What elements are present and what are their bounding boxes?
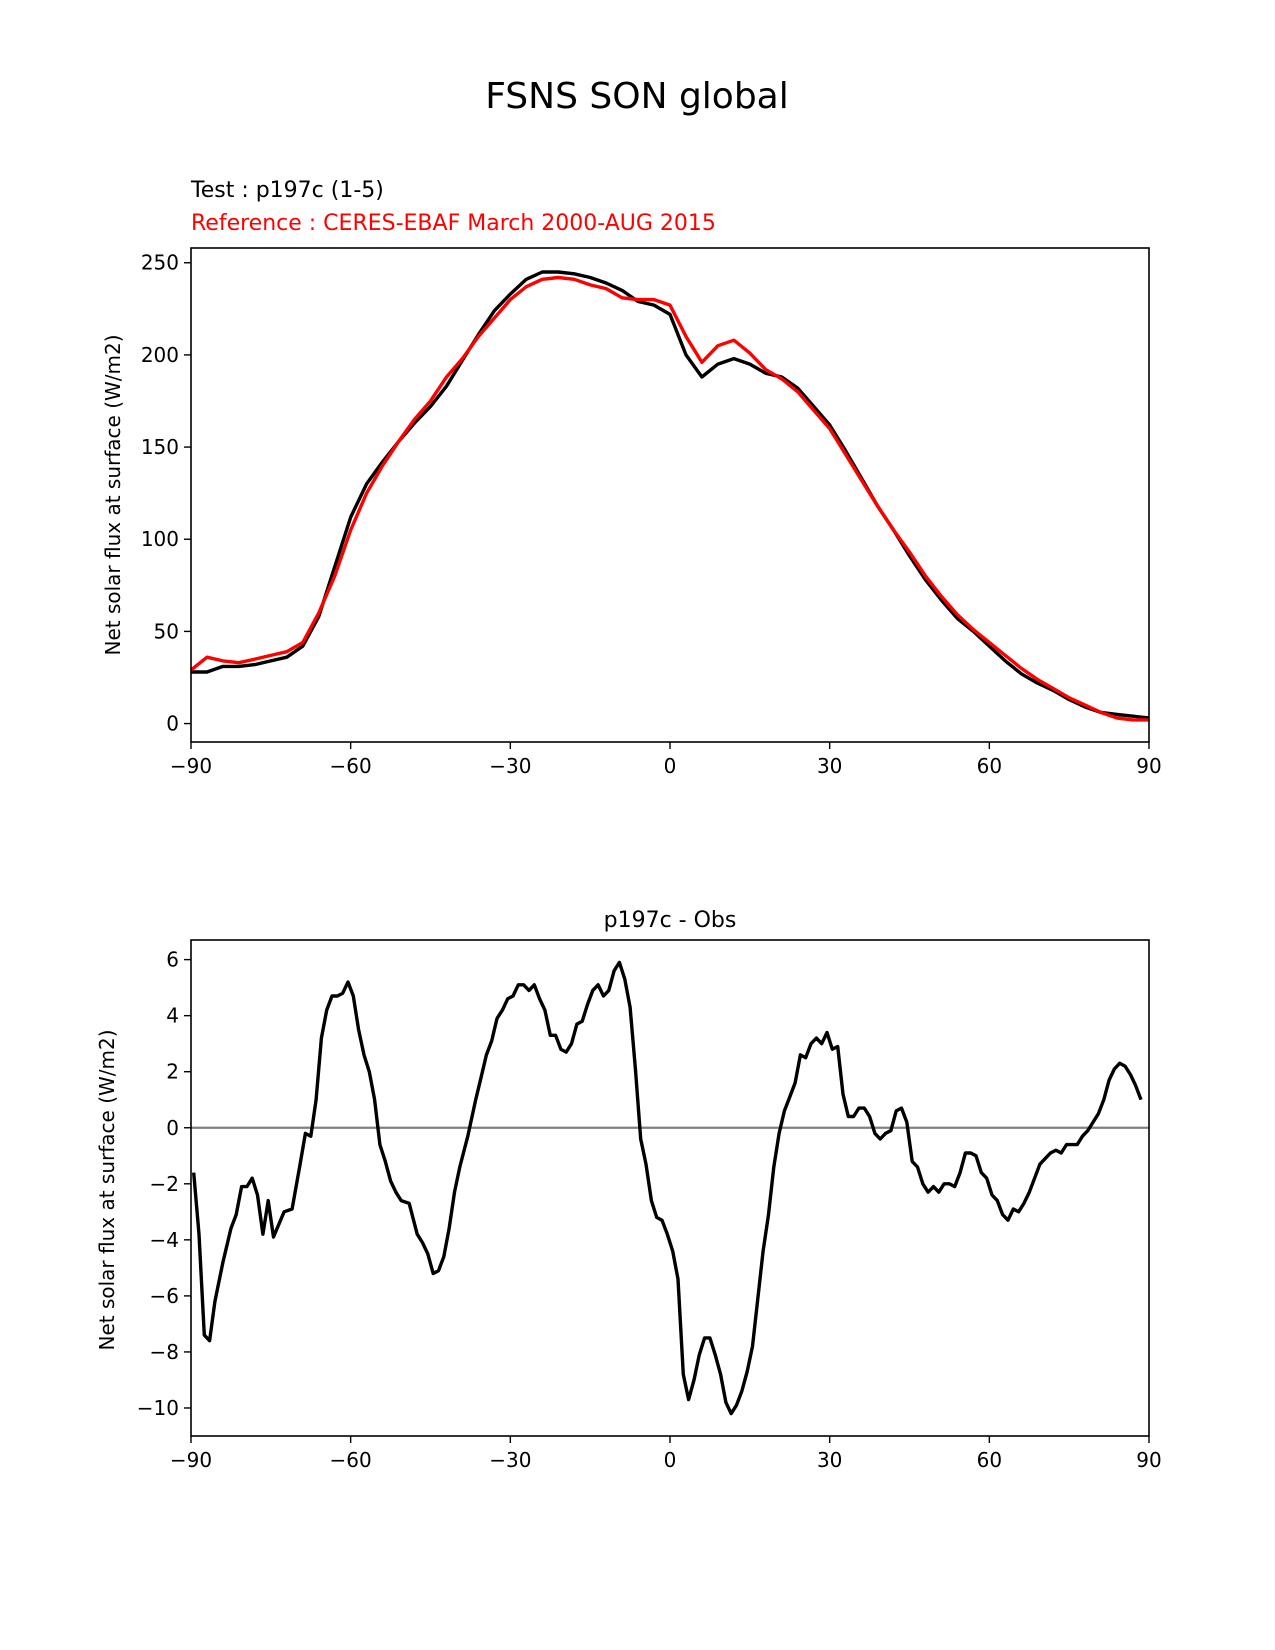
y-tick-label: −2	[150, 1172, 179, 1196]
tick-group: −90 −60 −30 0 30 60 90 0 50 100 150 200 250	[141, 251, 1162, 778]
y-tick-label: −10	[137, 1396, 179, 1420]
x-tick-label: 90	[1136, 1448, 1161, 1472]
y-tick-label: 200	[141, 343, 179, 367]
bottom-panel: p197c - Obs Net solar flux at surface (W…	[95, 908, 1162, 1472]
x-tick-label: 60	[977, 754, 1002, 778]
x-tick-label: −90	[170, 1448, 212, 1472]
y-tick-label: −6	[150, 1284, 179, 1308]
series-line	[191, 270, 1150, 720]
top-panel: Test : p197c (1-5) Reference : CERES-EBA…	[101, 178, 1162, 778]
x-tick-label: 90	[1136, 754, 1161, 778]
plot-frame	[190, 939, 1150, 1437]
figure-title: FSNS SON global	[485, 76, 789, 117]
y-tick-label: 0	[166, 712, 179, 736]
y-tick-label: 100	[141, 527, 179, 551]
series-line	[192, 960, 1143, 1416]
x-tick-label: −60	[330, 754, 372, 778]
test-label: Test : p197c (1-5)	[190, 178, 384, 203]
x-tick-label: 30	[817, 1448, 842, 1472]
series-line	[189, 275, 1149, 722]
y-tick-label: 0	[166, 1116, 179, 1140]
y-tick-label: 150	[141, 435, 179, 459]
y-tick-label: 4	[166, 1004, 179, 1028]
x-tick-label: 0	[664, 1448, 677, 1472]
x-tick-label: 0	[664, 754, 677, 778]
x-tick-label: 30	[817, 754, 842, 778]
y-tick-label: 50	[154, 619, 179, 643]
x-tick-label: −90	[170, 754, 212, 778]
y-axis-label: Net solar flux at surface (W/m2)	[95, 1029, 119, 1350]
x-tick-label: −30	[489, 754, 531, 778]
reference-label: Reference : CERES-EBAF March 2000-AUG 20…	[191, 211, 716, 236]
series-group	[189, 270, 1150, 722]
x-tick-label: −30	[489, 1448, 531, 1472]
plot-frame	[190, 247, 1150, 743]
y-tick-label: 250	[141, 251, 179, 275]
tick-group: −90 −60 −30 0 30 60 90 −10 −8 −6 −4 −2 0 2 4 6	[137, 948, 1162, 1472]
y-tick-label: −4	[150, 1228, 179, 1252]
x-tick-label: −60	[330, 1448, 372, 1472]
y-tick-label: 2	[166, 1060, 179, 1084]
y-axis-label: Net solar flux at surface (W/m2)	[101, 334, 125, 655]
panel-title: p197c - Obs	[604, 908, 737, 933]
series-group	[191, 960, 1149, 1416]
x-tick-label: 60	[977, 1448, 1002, 1472]
y-tick-label: 6	[166, 948, 179, 972]
y-tick-label: −8	[150, 1340, 179, 1364]
